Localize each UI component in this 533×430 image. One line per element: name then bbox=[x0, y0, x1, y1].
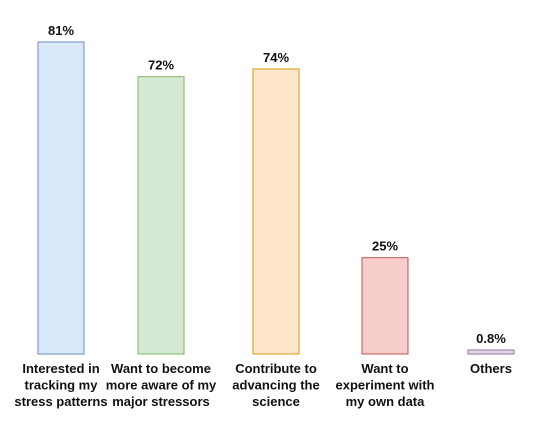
category-label-3-line-1: experiment with bbox=[336, 378, 435, 393]
bar-2 bbox=[252, 68, 300, 355]
data-label-1: 72% bbox=[148, 58, 174, 73]
category-label-1-line-2: major stressors bbox=[112, 394, 210, 409]
category-label-0-line-0: Interested in bbox=[22, 361, 99, 376]
data-label-3: 25% bbox=[372, 239, 398, 254]
bar-4 bbox=[467, 349, 515, 355]
bar-1 bbox=[137, 76, 185, 355]
category-label-0: Interested in tracking my stress patterns bbox=[14, 361, 107, 409]
category-label-1: Want to become more aware of my major stre… bbox=[106, 361, 217, 409]
category-label-2-line-1: advancing the bbox=[232, 378, 319, 393]
category-label-1-line-0: Want to become bbox=[111, 361, 211, 376]
category-label-4: Others bbox=[470, 361, 512, 376]
data-label-4: 0.8% bbox=[476, 331, 506, 346]
category-label-2-line-2: science bbox=[252, 394, 300, 409]
category-label-2-line-0: Contribute to bbox=[235, 361, 317, 376]
category-label-3: Want to experiment with my own data bbox=[336, 361, 435, 409]
category-label-0-line-1: tracking my bbox=[25, 378, 99, 393]
category-label-4-line-0: Others bbox=[470, 361, 512, 376]
category-label-1-line-1: more aware of my bbox=[106, 378, 217, 393]
bar-0 bbox=[37, 41, 85, 355]
category-label-3-line-0: Want to bbox=[361, 361, 408, 376]
category-label-3-line-2: my own data bbox=[346, 394, 426, 409]
data-label-2: 74% bbox=[263, 50, 289, 65]
data-label-0: 81% bbox=[48, 23, 74, 38]
category-label-2: Contribute to advancing the science bbox=[232, 361, 319, 409]
bar-3 bbox=[361, 257, 409, 355]
category-label-0-line-2: stress patterns bbox=[14, 394, 107, 409]
